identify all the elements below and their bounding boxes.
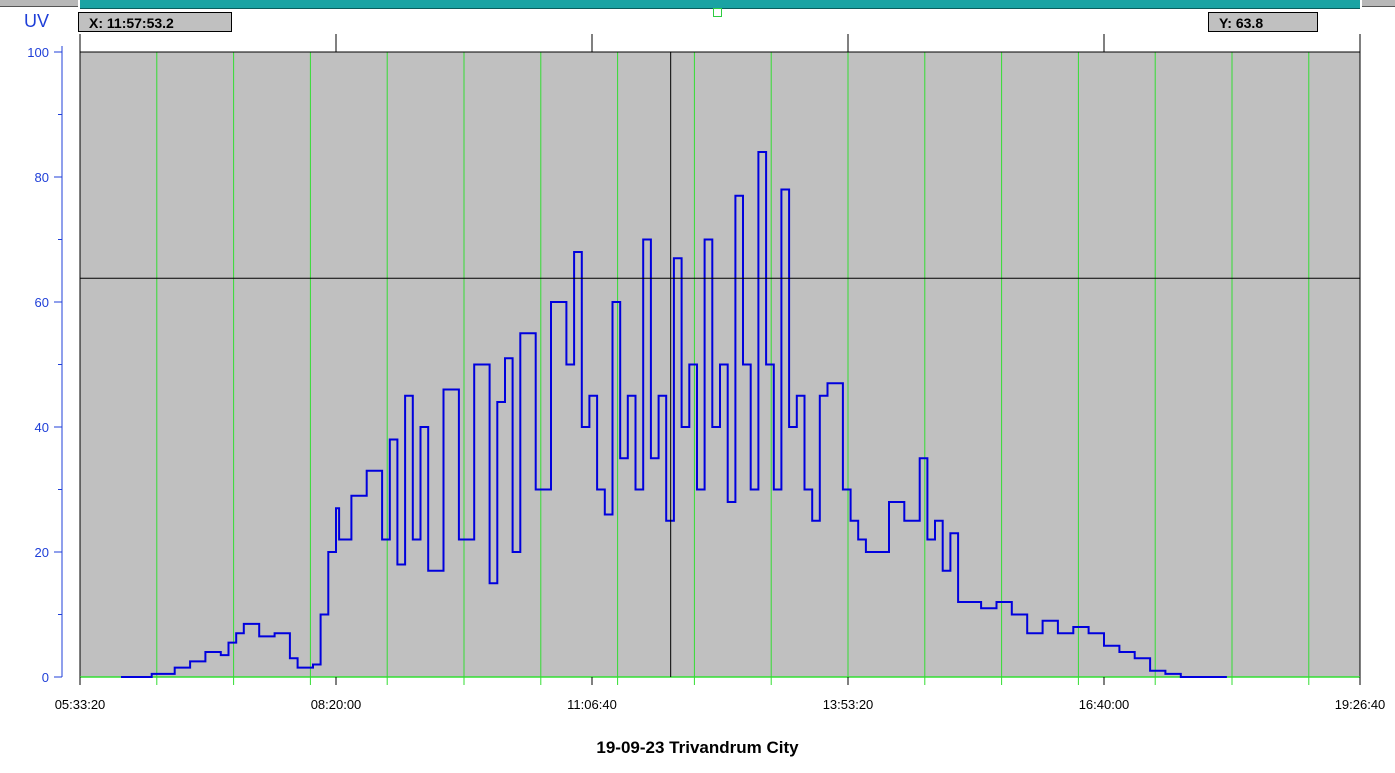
scroll-marker[interactable] [713, 8, 722, 17]
y-tick-label: 0 [42, 670, 49, 685]
x-tick-label: 19:26:40 [1335, 697, 1386, 712]
scrollbar-left-cap[interactable] [0, 0, 78, 7]
x-tick-label: 08:20:00 [311, 697, 362, 712]
x-tick-label: 11:06:40 [567, 697, 617, 712]
x-coordinate-readout: X: 11:57:53.2 [78, 12, 232, 32]
x-tick-label: 16:40:00 [1079, 697, 1130, 712]
y-tick-label: 80 [35, 170, 49, 185]
y-tick-label: 40 [35, 420, 49, 435]
x-tick-label: 13:53:20 [823, 697, 874, 712]
y-axis-label: UV [24, 11, 50, 31]
y-tick-label: 20 [35, 545, 49, 560]
y-tick-label: 60 [35, 295, 49, 310]
chart-title: 19-09-23 Trivandrum City [596, 738, 799, 757]
x-tick-label: 05:33:20 [55, 697, 106, 712]
y-coordinate-readout: Y: 63.8 [1208, 12, 1318, 32]
scrollbar-right-cap[interactable] [1362, 0, 1395, 7]
y-tick-label: 100 [27, 45, 49, 60]
uv-series-line [121, 151, 1227, 678]
